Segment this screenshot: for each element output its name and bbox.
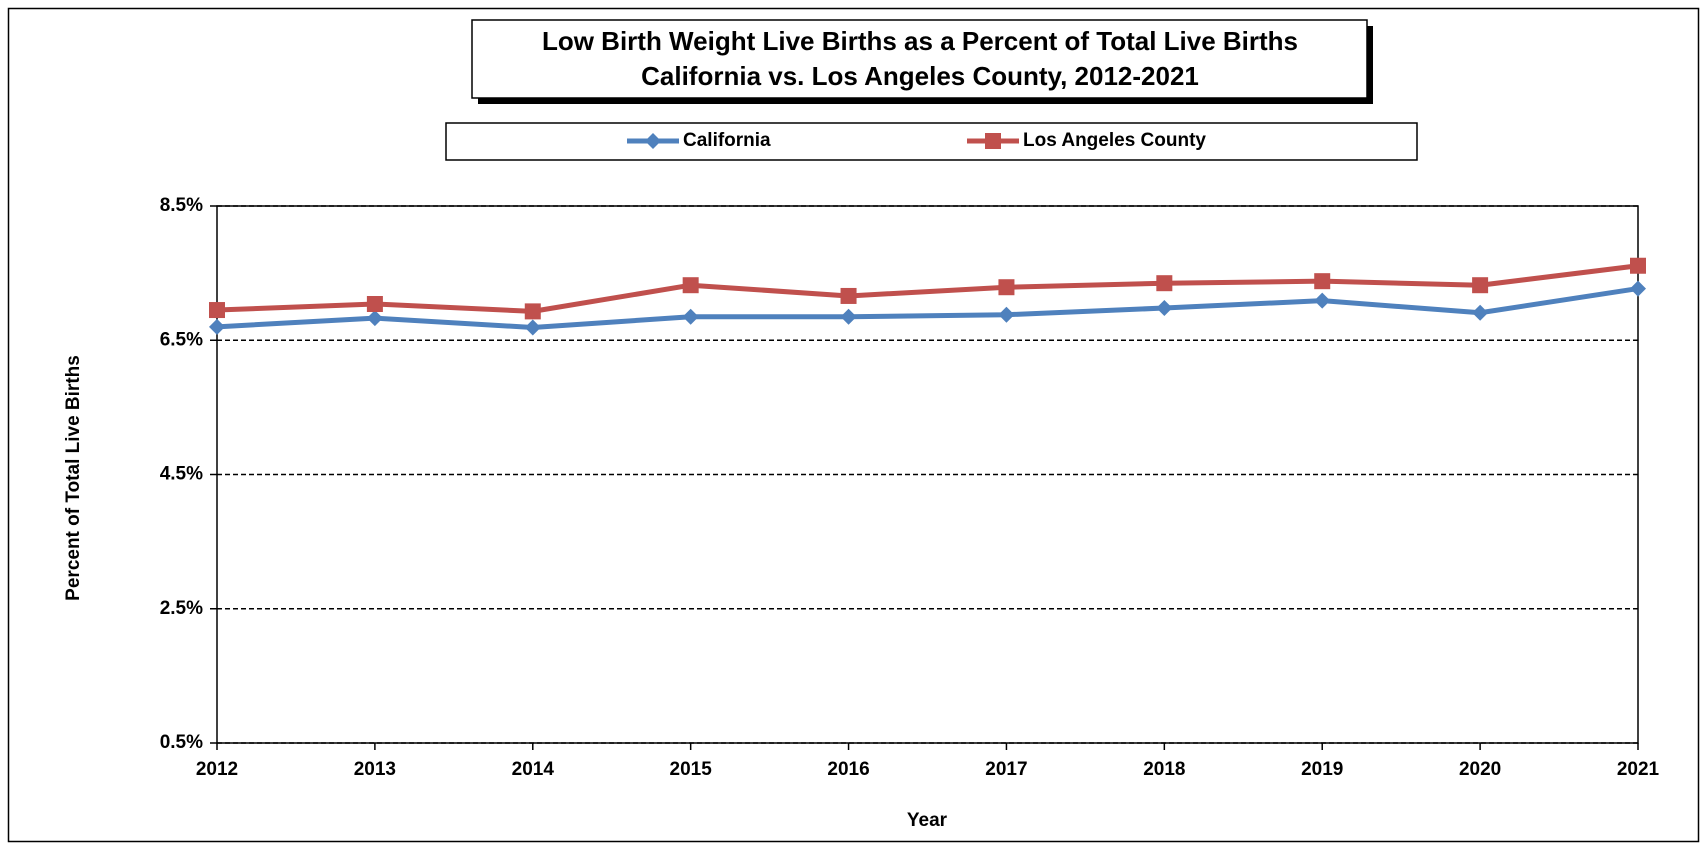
x-tick-label: 2018 [1143, 759, 1185, 780]
y-tick-label: 8.5% [160, 195, 203, 216]
y-tick-label: 0.5% [160, 732, 203, 753]
marker-square [524, 303, 541, 320]
x-tick-label: 2020 [1459, 759, 1501, 780]
x-tick-label: 2019 [1301, 759, 1343, 780]
plot-border [216, 205, 1639, 744]
marker-square [366, 296, 383, 313]
series-line [216, 263, 1639, 314]
y-tick-label: 4.5% [160, 464, 203, 485]
marker-diamond [1472, 304, 1489, 321]
marker-diamond [1630, 280, 1646, 297]
series-line [216, 286, 1639, 330]
marker-square [1314, 273, 1331, 290]
marker-square [209, 302, 225, 319]
legend-box [445, 122, 1418, 161]
marker-diamond [682, 308, 699, 325]
marker-square [840, 287, 857, 304]
chart-subtitle: California vs. Los Angeles County, 2012-… [641, 61, 1199, 91]
marker-square [998, 279, 1015, 296]
x-tick-label: 2017 [985, 759, 1027, 780]
marker-square [1156, 275, 1173, 292]
marker-square [1630, 257, 1646, 274]
x-tick-label: 2014 [512, 759, 555, 780]
legend-label: Los Angeles County [1023, 130, 1206, 151]
marker-diamond [1314, 292, 1331, 309]
y-tick-label: 2.5% [160, 598, 203, 619]
marker-square [682, 277, 699, 294]
marker-diamond [1156, 300, 1173, 317]
marker-diamond [645, 133, 661, 149]
marker-diamond [840, 308, 857, 325]
x-tick-label: 2012 [196, 759, 238, 780]
marker-diamond [998, 306, 1015, 323]
marker-diamond [366, 310, 383, 327]
chart-title: Low Birth Weight Live Births as a Percen… [542, 26, 1298, 56]
x-tick-label: 2013 [354, 759, 396, 780]
y-axis-label: Percent of Total Live Births [63, 355, 84, 601]
x-axis-label: Year [907, 810, 948, 831]
marker-diamond [524, 319, 541, 336]
marker-square [1472, 277, 1489, 294]
legend-label: California [683, 130, 771, 151]
title-box [471, 19, 1368, 99]
x-tick-label: 2021 [1617, 759, 1660, 780]
marker-square [985, 133, 1001, 149]
x-tick-label: 2015 [670, 759, 713, 780]
y-tick-label: 6.5% [160, 329, 203, 350]
marker-diamond [209, 318, 225, 335]
x-tick-label: 2016 [827, 759, 869, 780]
